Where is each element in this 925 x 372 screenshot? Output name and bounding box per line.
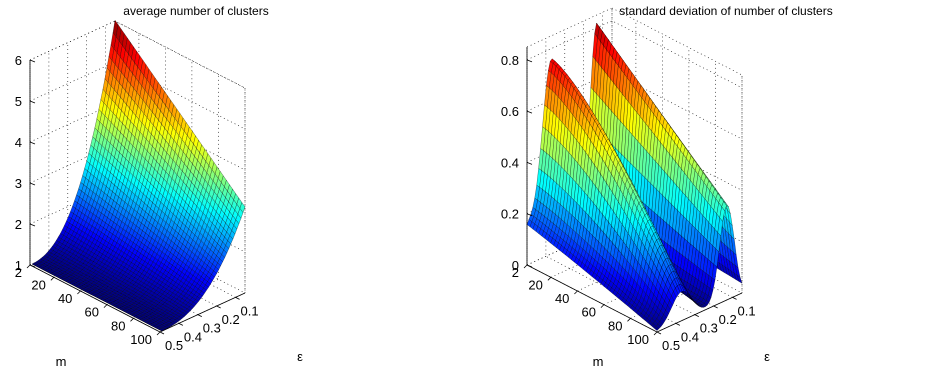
x-tick [600, 304, 605, 308]
y-tick [694, 314, 699, 318]
z-tick [29, 223, 36, 227]
z-tick [29, 264, 36, 268]
y-tick-label: 0.5 [662, 338, 680, 353]
y-axis-label: ε [297, 349, 303, 364]
z-tick-label: 4 [15, 135, 22, 150]
surface-plot-average-clusters: average number of clusters 1234562204060… [15, 4, 303, 369]
y-tick-label: 0.4 [681, 329, 699, 344]
x-tick-label: 80 [608, 318, 622, 333]
z-tick [526, 213, 533, 217]
z-tick-label: 6 [15, 53, 22, 68]
x-tick-label: 20 [528, 277, 542, 292]
y-tick-label: 0.1 [738, 303, 756, 318]
x-tick [574, 290, 578, 295]
y-tick-label: 0.1 [241, 303, 259, 318]
x-tick-label: 80 [111, 318, 125, 333]
z-tick [29, 182, 36, 186]
y-tick [235, 296, 240, 300]
z-tick-label: 5 [15, 94, 22, 109]
chart-title: average number of clusters [123, 4, 268, 18]
z-tick-label: 2 [15, 217, 22, 232]
y-axis-line [656, 292, 743, 333]
z-tick [29, 100, 36, 104]
y-tick-label: 0.3 [700, 321, 718, 336]
y-tick-label: 0.5 [165, 338, 183, 353]
box-edge [114, 20, 246, 89]
z-tick [526, 59, 533, 63]
y-tick [675, 322, 681, 326]
y-axis-label: ε [764, 349, 770, 364]
x-axis-line [29, 264, 161, 333]
z-tick-label: 0 [512, 258, 519, 273]
z-tick-label: 1 [15, 258, 22, 273]
z-tick [526, 162, 533, 165]
x-tick-label: 60 [581, 305, 595, 320]
y-tick-label: 0.3 [203, 321, 221, 336]
x-tick-label: 2 [15, 265, 22, 280]
y-tick [713, 305, 718, 309]
z-tick-label: 0.4 [501, 155, 519, 170]
z-tick [29, 59, 36, 63]
y-tick [159, 331, 165, 335]
y-tick-label: 0.4 [184, 329, 202, 344]
y-tick-label: 0.2 [222, 312, 240, 327]
z-tick-label: 3 [15, 176, 22, 191]
surface-patch [653, 325, 660, 331]
y-axis-line [159, 292, 246, 333]
z-tick [526, 110, 533, 114]
z-tick [526, 264, 533, 268]
x-tick-label: 60 [84, 305, 98, 320]
y-tick [197, 314, 202, 318]
x-tick-label: 40 [58, 291, 72, 306]
x-tick [103, 304, 108, 308]
x-tick-label: 20 [31, 277, 45, 292]
x-tick [523, 264, 528, 269]
x-tick [26, 264, 31, 269]
x-axis-label: m [593, 354, 604, 369]
y-tick [732, 296, 737, 300]
box-edge [611, 7, 743, 76]
x-tick-label: 2 [512, 265, 519, 280]
surface-plot-std-clusters: standard deviation of number of clusters… [501, 4, 833, 369]
z-tick [29, 141, 36, 145]
x-tick [130, 318, 134, 322]
x-tick [547, 277, 552, 281]
surface-mesh [31, 19, 246, 332]
x-tick-label: 40 [555, 291, 569, 306]
z-tick-label: 0.8 [501, 53, 519, 68]
surface-mesh [526, 22, 743, 331]
x-axis-line [526, 264, 658, 333]
box-edge [29, 20, 116, 61]
x-tick [50, 277, 55, 281]
x-axis-label: m [56, 354, 67, 369]
y-tick [656, 331, 662, 335]
y-tick-label: 0.2 [719, 312, 737, 327]
x-tick-label: 100 [130, 332, 152, 347]
y-tick [178, 322, 184, 326]
z-tick-label: 0.6 [501, 104, 519, 119]
z-tick-label: 0.2 [501, 207, 519, 222]
x-tick-label: 100 [627, 332, 649, 347]
x-tick [653, 331, 658, 336]
x-tick [77, 290, 81, 295]
x-tick [627, 318, 631, 322]
chart-title: standard deviation of number of clusters [619, 4, 832, 18]
y-tick [216, 305, 221, 309]
x-tick [156, 331, 161, 336]
